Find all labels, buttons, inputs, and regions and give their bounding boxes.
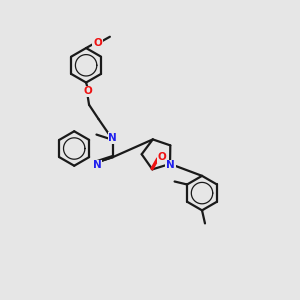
Text: N: N [166,160,175,170]
Text: O: O [83,86,92,96]
Text: O: O [93,38,102,48]
Text: N: N [109,133,117,143]
Text: N: N [93,160,101,170]
Text: O: O [158,152,167,162]
